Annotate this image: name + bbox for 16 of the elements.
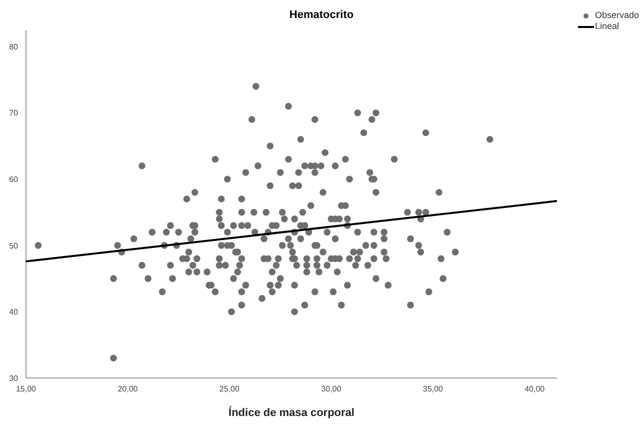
- x-tick-label: 15,00: [16, 384, 37, 394]
- legend-label: Lineal: [594, 21, 619, 32]
- x-tick-label: 35,00: [422, 384, 444, 394]
- chart-title: Hematocrito: [289, 9, 354, 21]
- y-tick-label: 40: [9, 308, 19, 317]
- x-tick-label: 25,00: [219, 384, 240, 394]
- x-tick-label: 40,00: [524, 384, 546, 394]
- y-tick-label: 30: [9, 374, 19, 383]
- y-tick-label: 80: [9, 42, 19, 52]
- y-tick-label: 50: [9, 241, 19, 250]
- x-tick-label: 30,00: [321, 384, 342, 394]
- x-axis-title: Índice de masa corporal: [228, 406, 354, 419]
- y-tick-label: 70: [9, 108, 19, 118]
- legend-label: Observado: [594, 10, 639, 21]
- y-tick-label: 60: [9, 174, 19, 184]
- x-tick-label: 20,00: [118, 384, 138, 394]
